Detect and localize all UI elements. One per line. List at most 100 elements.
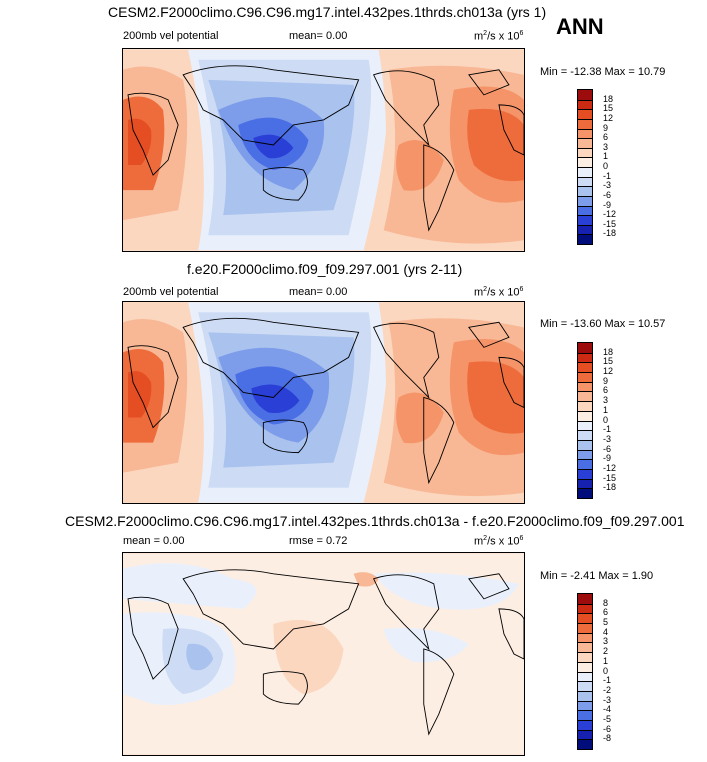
colorbar-swatch <box>578 478 592 489</box>
colorbar-boundary <box>578 215 592 217</box>
panel1-title: CESM2.F2000climo.C96.C96.mg17.intel.432p… <box>108 4 547 20</box>
colorbar-boundary <box>578 488 592 490</box>
colorbar-boundary <box>578 710 592 712</box>
colorbar-swatch <box>578 690 592 701</box>
colorbar-swatch <box>578 729 592 740</box>
colorbar-swatch <box>578 671 592 682</box>
panel2-colorbar <box>577 342 593 499</box>
colorbar-boundary <box>578 138 592 140</box>
colorbar-swatch <box>578 118 592 129</box>
colorbar-swatch <box>578 449 592 460</box>
colorbar-swatch <box>578 710 592 721</box>
colorbar-boundary <box>578 439 592 441</box>
panel1-minmax: Min = -12.38 Max = 10.79 <box>540 66 666 78</box>
colorbar-tick-label: -3 <box>603 180 612 191</box>
colorbar-swatch <box>578 632 592 643</box>
colorbar-boundary <box>578 623 592 625</box>
colorbar-tick-label: 9 <box>603 375 609 386</box>
colorbar-boundary <box>578 157 592 159</box>
colorbar-tick-label: 1 <box>603 655 609 666</box>
colorbar-tick-label: 0 <box>603 414 609 425</box>
colorbar-boundary <box>578 391 592 393</box>
colorbar-boundary <box>578 430 592 432</box>
colorbar-swatch <box>578 739 592 750</box>
colorbar-boundary <box>578 729 592 731</box>
colorbar-boundary <box>578 690 592 692</box>
colorbar-tick-label: -4 <box>603 704 612 715</box>
colorbar-swatch <box>578 410 592 421</box>
colorbar-tick-label: -12 <box>603 462 617 473</box>
colorbar-boundary <box>578 700 592 702</box>
panel1-units-label: m2/s x 106 <box>474 30 524 43</box>
panel2-variable-label: 200mb vel potential <box>123 286 219 298</box>
colorbar-swatch <box>578 439 592 450</box>
colorbar-tick-label: 1 <box>603 151 609 162</box>
colorbar-swatch <box>578 147 592 158</box>
colorbar-swatch <box>578 420 592 431</box>
colorbar-boundary <box>578 681 592 683</box>
colorbar-boundary <box>578 410 592 412</box>
colorbar-tick-label: 3 <box>603 141 609 152</box>
colorbar-tick-label: 6 <box>603 607 609 618</box>
colorbar-boundary <box>578 176 592 178</box>
panel2-title: f.e20.F2000climo.f09_f09.297.001 (yrs 2-… <box>187 261 463 277</box>
colorbar-tick-label: 9 <box>603 122 609 133</box>
colorbar-tick-label: -1 <box>603 170 612 181</box>
panel3-minmax: Min = -2.41 Max = 1.90 <box>540 570 654 582</box>
colorbar-boundary <box>578 195 592 197</box>
colorbar-swatch <box>578 90 592 100</box>
colorbar-boundary <box>578 147 592 149</box>
panel1-variable-label: 200mb vel potential <box>123 30 219 42</box>
colorbar-tick-label: 4 <box>603 626 609 637</box>
colorbar-boundary <box>578 671 592 673</box>
colorbar-swatch <box>578 128 592 139</box>
panel2-units-label: m2/s x 106 <box>474 286 524 299</box>
colorbar-swatch <box>578 488 592 499</box>
colorbar-tick-label: 6 <box>603 132 609 143</box>
colorbar-boundary <box>578 603 592 605</box>
panel2-contour-plot <box>123 302 524 503</box>
colorbar-tick-label: -3 <box>603 433 612 444</box>
colorbar-swatch <box>578 613 592 624</box>
colorbar-tick-label: -5 <box>603 713 612 724</box>
colorbar-boundary <box>578 167 592 168</box>
colorbar-tick-label: 1 <box>603 404 609 415</box>
colorbar-swatch <box>578 594 592 604</box>
colorbar-tick-label: -6 <box>603 189 612 200</box>
colorbar-tick-label: 3 <box>603 395 609 406</box>
panel3-map <box>122 552 525 756</box>
colorbar-tick-label: 2 <box>603 646 609 657</box>
colorbar-boundary <box>578 99 592 101</box>
colorbar-boundary <box>578 234 592 236</box>
colorbar-tick-label: 18 <box>603 93 614 104</box>
colorbar-tick-label: -1 <box>603 424 612 435</box>
colorbar-tick-label: 8 <box>603 597 609 608</box>
colorbar-tick-label: -1 <box>603 675 612 686</box>
colorbar-swatch <box>578 468 592 479</box>
panel2-map <box>122 301 525 504</box>
panel1-map <box>122 48 525 252</box>
colorbar-swatch <box>578 224 592 235</box>
colorbar-boundary <box>578 381 592 383</box>
panel3-colorbar <box>577 593 593 750</box>
colorbar-swatch <box>578 652 592 663</box>
colorbar-swatch <box>578 381 592 392</box>
colorbar-swatch <box>578 401 592 412</box>
panel3-mean-label: mean = 0.00 <box>123 535 185 547</box>
colorbar-tick-label: 5 <box>603 617 609 628</box>
panel3-rmse-label: rmse = 0.72 <box>289 535 348 547</box>
colorbar-boundary <box>578 109 592 111</box>
colorbar-swatch <box>578 700 592 711</box>
colorbar-tick-label: 12 <box>603 112 614 123</box>
colorbar-boundary <box>578 739 592 741</box>
panel3-contour-plot <box>123 553 524 755</box>
season-label: ANN <box>556 14 604 39</box>
colorbar-swatch <box>578 391 592 402</box>
colorbar-swatch <box>578 352 592 363</box>
colorbar-swatch <box>578 138 592 149</box>
colorbar-swatch <box>578 623 592 634</box>
colorbar-tick-label: -15 <box>603 218 617 229</box>
colorbar-swatch <box>578 459 592 470</box>
colorbar-boundary <box>578 420 592 422</box>
panel1-colorbar <box>577 89 593 245</box>
